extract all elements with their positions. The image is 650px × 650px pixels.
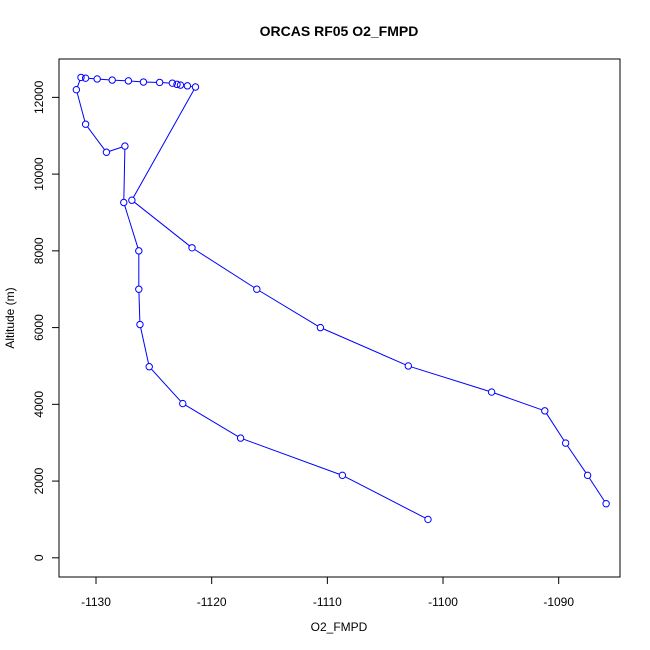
data-point: [145, 363, 153, 371]
series-segment: [185, 404, 239, 437]
series-line: [76, 77, 605, 519]
series-points: [72, 73, 610, 524]
series-segment: [123, 149, 126, 200]
y-tick-label: 2000: [32, 467, 46, 494]
data-point: [404, 362, 413, 370]
series-segment: [411, 366, 489, 392]
series-segment: [124, 205, 139, 248]
y-tick-label: 8000: [32, 237, 46, 264]
data-point: [236, 434, 245, 442]
x-tick-label: -1100: [428, 595, 458, 609]
series-segment: [138, 292, 141, 322]
data-point: [487, 388, 496, 396]
data-point: [93, 75, 101, 83]
series-segment: [140, 327, 150, 364]
y-axis-label: Altitude (m): [3, 287, 17, 348]
series-segment: [494, 392, 542, 411]
data-point: [128, 196, 136, 204]
data-point: [173, 80, 181, 89]
y-tick-label: 12000: [32, 80, 46, 114]
data-point: [102, 148, 111, 156]
data-point: [424, 515, 432, 524]
plot-frame: [58, 58, 621, 578]
series-segment: [77, 80, 81, 87]
x-axis-label: O2_FMPD: [311, 620, 368, 634]
y-tick-label: 0: [32, 554, 46, 561]
data-point: [602, 500, 610, 508]
data-point: [561, 439, 570, 447]
data-point: [541, 407, 549, 415]
series-segment: [323, 328, 406, 366]
series-segment: [134, 201, 190, 247]
data-point: [135, 247, 143, 255]
data-point: [72, 85, 81, 94]
series-segment: [588, 477, 605, 502]
data-point: [120, 198, 128, 207]
data-point: [188, 244, 196, 252]
series-segment: [100, 78, 110, 81]
series-segment: [76, 92, 86, 122]
data-point: [77, 73, 85, 82]
x-tick-label: -1090: [543, 595, 574, 609]
data-point: [121, 142, 129, 150]
data-point: [108, 76, 116, 84]
chart-title: ORCAS RF05 O2_FMPD: [260, 23, 419, 39]
data-point: [338, 471, 347, 480]
series-segment: [87, 126, 105, 150]
y-tick-label: 6000: [32, 314, 46, 341]
x-tick-label: -1110: [313, 595, 342, 609]
series-segment: [131, 80, 141, 83]
y-tick-label: 4000: [32, 391, 46, 418]
data-point: [139, 78, 148, 86]
data-point: [81, 120, 90, 128]
series-segment: [243, 438, 340, 475]
series-segment: [194, 249, 255, 288]
series-segment: [345, 476, 426, 519]
y-axis: 0 2000 4000 6000 8000 10000 12000: [32, 80, 60, 561]
data-point: [124, 77, 133, 85]
data-point: [81, 74, 90, 82]
x-tick-label: -1120: [197, 595, 227, 609]
data-point: [316, 323, 325, 332]
data-point: [135, 285, 143, 293]
data-point: [136, 320, 144, 329]
data-point: [183, 82, 192, 90]
series-segment: [151, 368, 181, 402]
data-point: [583, 471, 592, 480]
y-tick-label: 10000: [32, 157, 46, 191]
series-segment: [109, 146, 123, 152]
data-point: [191, 83, 200, 91]
series-segment: [567, 445, 587, 473]
data-point: [179, 399, 187, 408]
data-point: [155, 78, 164, 87]
data-point: [253, 285, 261, 293]
data-point: [176, 81, 185, 89]
x-axis: -1130 -1120 -1110 -1100 -1090: [81, 576, 574, 609]
x-tick-label: -1130: [81, 595, 111, 609]
data-point: [168, 79, 177, 87]
series-segment: [546, 413, 565, 441]
series-segment: [133, 89, 195, 198]
series-segment: [259, 290, 318, 327]
